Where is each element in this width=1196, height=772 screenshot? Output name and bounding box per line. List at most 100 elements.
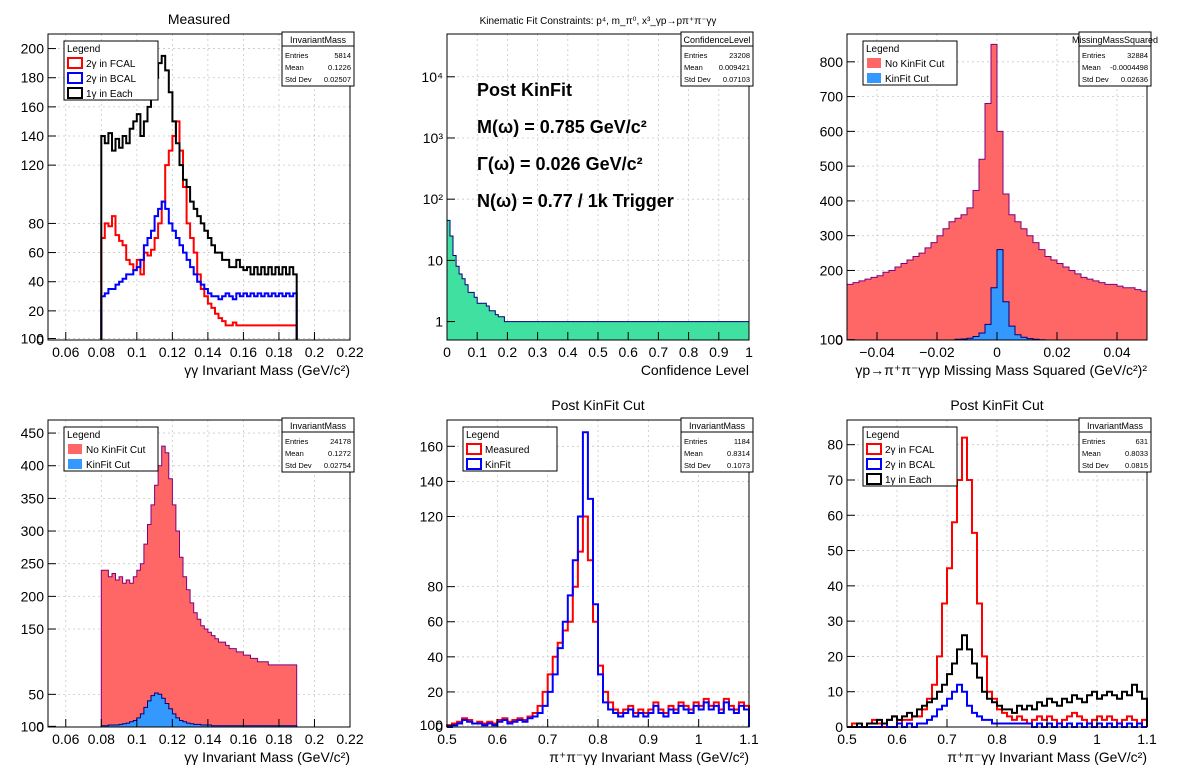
y-tick-label: 10⁴ — [421, 69, 443, 85]
series-line-2 — [847, 683, 1147, 728]
x-tick-label: 0.7 — [649, 344, 669, 360]
stats-value: 0.8314 — [727, 449, 750, 458]
x-axis-label: π⁺π⁻γγ Invariant Mass (GeV/c²) — [947, 749, 1147, 765]
y-tick-label: 0 — [435, 719, 443, 735]
stats-box: InvariantMass Entries 24178 Mean 0.1272 Std D… — [281, 417, 355, 473]
y-tick-label: 40 — [427, 649, 443, 665]
stats-key: Std Dev — [684, 461, 711, 470]
series-line-2 — [100, 200, 298, 341]
y-tick-label: 200 — [21, 41, 45, 57]
x-tick-label: 0.7 — [538, 731, 558, 747]
stats-name: InvariantMass — [689, 421, 746, 431]
x-tick-label: −0.02 — [919, 344, 955, 360]
y-tick-label: 800 — [820, 54, 844, 70]
y-tick-label: 40 — [827, 578, 843, 594]
y-tick-label: 60 — [827, 507, 843, 523]
y-tick-label: 700 — [820, 89, 844, 105]
y-tick-label: 160 — [420, 438, 444, 454]
legend-entry: No KinFit Cut — [885, 59, 945, 70]
stats-key: Mean — [285, 449, 304, 458]
series-fill-1 — [447, 220, 749, 340]
x-tick-label: 0.8 — [987, 731, 1007, 747]
annotation-text: Post KinFit — [477, 80, 572, 100]
y-tick-label: 500 — [820, 158, 844, 174]
y-tick-label: 300 — [820, 228, 844, 244]
stats-box: InvariantMass Entries 1184 Mean 0.8314 Std De… — [680, 417, 754, 473]
x-tick-label: 0 — [993, 344, 1001, 360]
y-tick-label: 40 — [28, 274, 44, 290]
x-tick-label: 0.2 — [305, 731, 325, 747]
legend-entry: 1γ in Each — [86, 89, 133, 100]
x-axis-label: Confidence Level — [641, 362, 749, 378]
x-tick-label: 0.8 — [588, 731, 608, 747]
legend-frame — [63, 40, 159, 101]
y-tick-label: 600 — [820, 123, 844, 139]
legend-swatch — [466, 443, 482, 455]
legend-entry: 1γ in Each — [885, 475, 932, 486]
stats-value: 0.1073 — [727, 461, 750, 470]
x-tick-label: 0 — [443, 344, 451, 360]
chart-panel-3: −0.04 −0.02 0 0.02 0.04010020030040050060070… — [820, 31, 1158, 378]
legend-swatch — [867, 73, 881, 83]
series-line-2 — [100, 692, 298, 728]
y-tick-label: 0 — [36, 332, 44, 348]
y-tick-label: 80 — [827, 437, 843, 453]
legend: Legend Measured KinFit — [462, 426, 558, 472]
x-tick-label: 1 — [695, 731, 703, 747]
x-tick-label: 0.4 — [558, 344, 578, 360]
y-tick-label: 140 — [420, 473, 444, 489]
stats-frame — [680, 417, 754, 473]
y-tick-label: 140 — [21, 128, 45, 144]
x-tick-label: 0.7 — [937, 731, 957, 747]
y-tick-label: 400 — [21, 458, 45, 474]
x-tick-label: 0.08 — [88, 731, 115, 747]
chart-title: Post KinFit Cut — [551, 397, 644, 413]
legend-swatch — [68, 459, 82, 469]
series-line-1 — [100, 120, 298, 341]
x-tick-label: 0.02 — [1043, 344, 1070, 360]
chart-panel-5: 0.5 0.6 0.7 0.8 0.9 1 1.1 0 20 40 60 80 100 120 140 160… — [420, 397, 759, 765]
stats-key: Std Dev — [684, 75, 711, 84]
x-axis-label: γγ Invariant Mass (GeV/c²) — [184, 749, 350, 765]
y-tick-label: 60 — [28, 245, 44, 261]
x-tick-label: 1 — [1093, 731, 1101, 747]
x-tick-label: 0.1 — [467, 344, 487, 360]
stats-value: 32884 — [1127, 51, 1148, 60]
stats-key: Entries — [285, 51, 309, 60]
legend-entry: No KinFit Cut — [86, 445, 146, 456]
stats-value: 23208 — [729, 51, 750, 60]
stats-name: InvariantMass — [1087, 421, 1144, 431]
y-tick-label: 180 — [21, 70, 45, 86]
series-line-3 — [100, 54, 298, 341]
stats-name: ConfidenceLevel — [683, 35, 750, 45]
legend-entry: 2γ in BCAL — [885, 460, 935, 471]
stats-key: Entries — [684, 51, 708, 60]
y-tick-label: 100 — [820, 332, 844, 348]
legend: Legend 2γ in FCAL 2γ in BCAL 1γ in Each — [862, 426, 958, 487]
stats-key: Entries — [1082, 51, 1106, 60]
x-tick-label: 0.6 — [887, 731, 907, 747]
chart-panel-4: 0.06 0.08 0.1 0.12 0.14 0.16 0.18 0.2 0.22 0 50 100… — [21, 417, 364, 765]
stats-name: InvariantMass — [290, 421, 347, 431]
y-tick-label: 0 — [36, 719, 44, 735]
series-line-3 — [847, 634, 1148, 728]
chart-panel-2: 0 0.1 0.2 0.3 0.4 0.5 0.6 0.7 0.8 0.9 1 1 10 10² 10³ 10… — [421, 16, 754, 378]
legend-swatch — [67, 87, 83, 99]
y-tick-label: 250 — [21, 556, 45, 572]
stats-key: Mean — [1082, 63, 1101, 72]
stats-value: 24178 — [330, 437, 351, 446]
legend: Legend No KinFit Cut KinFit Cut — [63, 426, 159, 472]
y-tick-label: 50 — [827, 543, 843, 559]
x-tick-label: 0.04 — [1103, 344, 1130, 360]
x-tick-label: 0.22 — [336, 344, 363, 360]
stats-value: 0.1272 — [328, 449, 351, 458]
chart-title: Kinematic Fit Constraints: p⁴, m_π⁰, x³_… — [480, 16, 717, 27]
stats-value: 1184 — [734, 437, 750, 446]
x-tick-label: 1.1 — [739, 731, 759, 747]
stats-value: 0.02636 — [1121, 75, 1148, 84]
stats-key: Entries — [285, 437, 309, 446]
stats-frame — [1078, 31, 1152, 87]
stats-box: MissingMassSquared Entries 32884 Mean -0.000… — [1072, 31, 1158, 87]
y-tick-label: 50 — [28, 686, 44, 702]
legend-swatch — [866, 443, 882, 455]
